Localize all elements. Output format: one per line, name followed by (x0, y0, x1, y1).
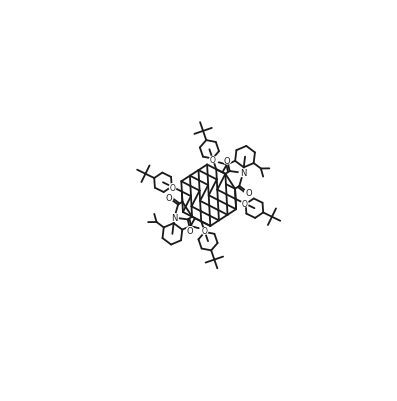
Text: O: O (242, 199, 248, 209)
Circle shape (169, 184, 176, 191)
Circle shape (224, 157, 231, 164)
Circle shape (224, 157, 231, 164)
Circle shape (245, 189, 252, 197)
Text: O: O (245, 189, 252, 198)
Text: O: O (224, 156, 231, 165)
Text: O: O (202, 227, 208, 236)
Circle shape (187, 227, 194, 235)
Circle shape (241, 200, 248, 207)
Circle shape (171, 214, 178, 222)
Circle shape (239, 170, 247, 177)
Circle shape (171, 214, 178, 222)
Text: N: N (240, 169, 246, 178)
Circle shape (187, 227, 194, 235)
Text: N: N (171, 214, 177, 223)
Circle shape (165, 194, 173, 202)
Circle shape (165, 194, 173, 202)
Text: N: N (240, 169, 246, 178)
Text: O: O (224, 156, 231, 165)
Text: O: O (245, 189, 252, 198)
Text: O: O (166, 194, 172, 203)
Text: O: O (187, 227, 193, 235)
Text: O: O (170, 183, 175, 192)
Text: O: O (187, 227, 193, 235)
Text: O: O (210, 156, 216, 164)
Circle shape (201, 228, 208, 235)
Circle shape (210, 157, 216, 164)
Circle shape (245, 189, 252, 197)
Text: N: N (171, 214, 177, 223)
Text: O: O (166, 194, 172, 203)
Circle shape (239, 170, 247, 177)
